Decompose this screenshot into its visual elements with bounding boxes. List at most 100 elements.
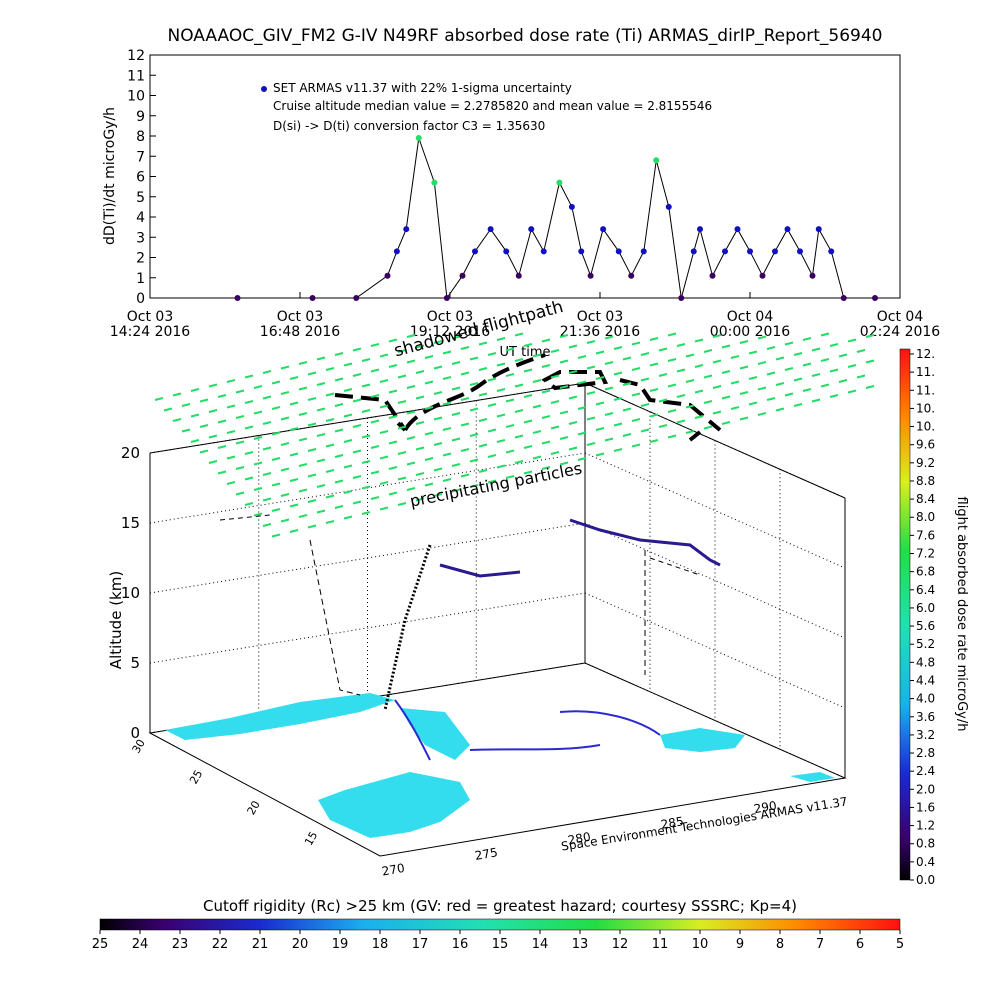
cutoff-rigidity-tick-label: 21 — [252, 937, 269, 952]
dose-rate-colorbar-tick-label: 0.0 — [916, 873, 935, 887]
dose-rate-colorbar-tick-label: 10. — [916, 401, 935, 415]
dose-rate-point — [759, 272, 766, 279]
dose-rate-point — [784, 226, 791, 233]
altitude-drop-mid — [383, 544, 432, 711]
cutoff-rigidity-tick-label: 5 — [896, 937, 904, 952]
cutoff-rigidity-tick-label: 18 — [372, 937, 389, 952]
longitude-tick-label: 285 — [660, 814, 685, 832]
dose-rate-point — [665, 203, 672, 210]
dose-rate-colorbar-tick-label: 1.6 — [916, 800, 935, 814]
dose-rate-colorbar-tick-label: 10. — [916, 420, 935, 434]
cutoff-rigidity-tick-label: 17 — [412, 937, 429, 952]
dose-rate-colorbar-tick-label: 1.2 — [916, 819, 935, 833]
legend-marker — [261, 86, 267, 92]
dose-rate-point — [403, 226, 410, 233]
altitude-tick-label: 15 — [121, 514, 140, 532]
dose-rate-colorbar-tick-label: 11. — [916, 365, 935, 379]
top-y-tick-label: 5 — [136, 190, 145, 206]
dose-rate-point — [747, 248, 753, 255]
altitude-drop-left — [309, 539, 361, 696]
flight-track-mid — [439, 518, 721, 578]
dose-rate-points — [234, 135, 878, 301]
dose-rate-point — [503, 248, 510, 255]
cutoff-rigidity-tick-label: 24 — [132, 937, 149, 952]
top-y-tick-label: 9 — [136, 109, 145, 125]
dose-rate-colorbar-tick-label: 6.0 — [916, 601, 935, 615]
dose-rate-point — [472, 248, 478, 255]
dose-rate-point — [587, 272, 594, 279]
cutoff-rigidity-ticks: 25 24 23 22 21 20 19 18 17 16 15 14 13 12 11 10 9 8 7 6 5 — [92, 930, 904, 952]
particle-arrow-field — [154, 332, 875, 538]
dose-rate-point — [828, 248, 835, 255]
cutoff-rigidity-tick-label: 25 — [92, 937, 109, 952]
dose-rate-point — [415, 135, 422, 142]
top-y-tick-label: 11 — [127, 68, 145, 84]
cutoff-rigidity-tick-label: 7 — [816, 937, 824, 952]
cutoff-rigidity-tick-label: 12 — [612, 937, 629, 952]
cutoff-rigidity-label: Cutoff rigidity (Rc) >25 km (GV: red = g… — [203, 897, 797, 915]
top-x-tick-label-date: Oct 03 — [277, 309, 323, 325]
dose-rate-colorbar-tick-label: 2.4 — [916, 764, 935, 778]
dose-rate-point — [528, 226, 535, 233]
dose-rate-colorbar-tick-label: 4.0 — [916, 692, 935, 706]
longitude-tick-label: 270 — [381, 861, 406, 879]
legend-cruise-stats: Cruise altitude median value = 2.2785820… — [273, 99, 712, 113]
latitude-tick-label: 25 — [187, 768, 205, 787]
cutoff-rigidity-gradient — [99, 918, 901, 931]
map-floor — [148, 662, 847, 857]
dose-rate-line — [237, 137, 875, 300]
top-x-tick-label-date: Oct 04 — [727, 309, 774, 325]
dose-rate-colorbar-tick-label: 3.6 — [916, 710, 935, 724]
longitude-tick-label: 290 — [753, 798, 778, 816]
altitude-grid-line-right — [584, 662, 846, 779]
figure-title: NOAAAOC_GIV_FM2 G-IV N49RF absorbed dose… — [168, 26, 883, 46]
dose-rate-point — [872, 295, 878, 301]
top-x-tick-label-time: 21:36 2016 — [560, 324, 641, 340]
ocean-region-corner — [790, 772, 835, 782]
altitude-ticks: 0 5 10 15 20 — [121, 444, 140, 742]
cutoff-rigidity-tick-label: 15 — [492, 937, 509, 952]
altitude-tick-label: 20 — [121, 444, 140, 462]
latitude-tick-label: 15 — [302, 829, 320, 848]
dose-rate-point — [459, 272, 466, 279]
dose-rate-colorbar-tick-label: 12. — [916, 347, 935, 361]
longitude-tick-label: 280 — [567, 830, 592, 848]
dose-rate-colorbar-tick-label: 6.4 — [916, 583, 935, 597]
dose-rate-colorbar-gradient — [899, 348, 911, 881]
cutoff-rigidity-tick-label: 9 — [736, 937, 744, 952]
dose-rate-point — [353, 295, 360, 301]
latitude-ticks: 30 25 20 15 — [130, 737, 321, 848]
top-x-tick-label-date: Oct 03 — [127, 309, 173, 325]
dose-rate-point — [722, 248, 728, 255]
dose-rate-colorbar-tick-label: 5.6 — [916, 619, 935, 633]
top-x-tick-label-time: 14:24 2016 — [110, 324, 191, 340]
top-y-tick-label: 10 — [127, 89, 145, 105]
cutoff-rigidity-tick-label: 19 — [332, 937, 349, 952]
dose-rate-point — [797, 248, 803, 255]
credit-label: Space Environment Technologies ARMAS v11… — [560, 794, 848, 853]
cutoff-rigidity-tick-label: 11 — [652, 937, 669, 952]
dose-rate-point — [840, 295, 847, 301]
top-x-tick-label-date: Oct 03 — [577, 309, 623, 325]
dose-rate-point — [640, 248, 647, 255]
dose-rate-colorbar: 12. 11. 11. 10. 10. 9.6 9.2 8.8 8.4 8.0 7.6 7.2 6.8 6… — [899, 347, 969, 887]
dose-rate-point — [487, 226, 494, 233]
cutoff-rigidity-tick-label: 16 — [452, 937, 469, 952]
dose-rate-colorbar-tick-label: 0.8 — [916, 837, 935, 851]
cutoff-rigidity-tick-label: 22 — [212, 937, 229, 952]
dose-rate-point — [568, 203, 575, 210]
dose-rate-colorbar-tick-label: 3.2 — [916, 728, 935, 742]
dose-rate-point — [384, 272, 391, 279]
top-x-tick-label-date: Oct 03 — [427, 309, 473, 325]
top-y-tick-label: 6 — [136, 170, 145, 186]
top-y-tick-label: 1 — [136, 271, 145, 287]
dose-rate-point — [734, 226, 741, 233]
top-y-tick-label: 2 — [136, 251, 145, 267]
dose-rate-colorbar-tick-label: 8.4 — [916, 492, 935, 506]
latitude-tick-label: 30 — [130, 737, 148, 756]
top-y-tick-label: 7 — [136, 149, 145, 165]
dose-rate-point — [578, 248, 585, 255]
altitude-grid-line-right — [584, 452, 846, 569]
